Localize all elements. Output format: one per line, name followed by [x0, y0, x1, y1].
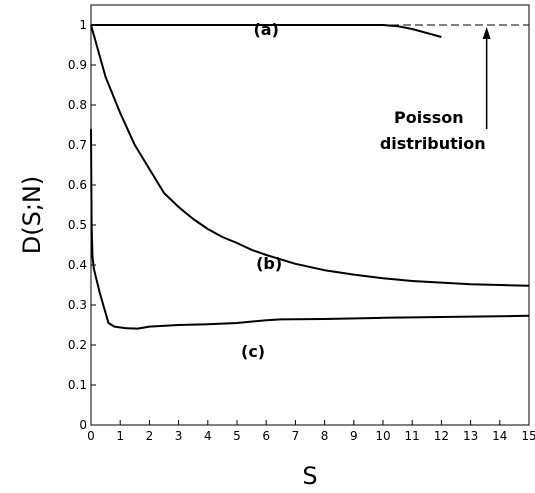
x-axis: 0 1 2 3 4 5 6 7 8 9 10 11 12 13 14 15 [87, 420, 535, 443]
x-tick-label: 7 [292, 429, 300, 443]
annotation-line-1: Poisson [394, 108, 464, 127]
x-tick-label: 9 [350, 429, 358, 443]
x-tick-label: 1 [116, 429, 124, 443]
x-axis-title: S [302, 462, 317, 490]
x-tick-label: 3 [175, 429, 183, 443]
series-c-line [90, 128, 530, 330]
y-tick-label: 0 [79, 418, 87, 432]
x-tick-label: 8 [321, 429, 329, 443]
y-tick-label: 0.6 [68, 178, 87, 192]
curve-labels: (a) (b) (c) [241, 20, 282, 361]
x-tick-label: 14 [492, 429, 507, 443]
y-tick-label: 0.4 [68, 258, 87, 272]
plot-area [90, 4, 530, 426]
curve-label-b: (b) [256, 254, 282, 273]
x-tick-label: 0 [87, 429, 95, 443]
x-tick-label: 10 [375, 429, 390, 443]
y-tick-label: 0.2 [68, 338, 87, 352]
x-tick-label: 6 [262, 429, 270, 443]
y-tick-label: 1 [79, 18, 87, 32]
series-group [90, 24, 530, 330]
y-tick-label: 0.7 [68, 138, 87, 152]
annotation-arrowhead [482, 27, 491, 39]
series-a-line [91, 24, 442, 38]
y-tick-label: 0.5 [68, 218, 87, 232]
y-tick-label: 0.9 [68, 58, 87, 72]
y-tick-label: 0.3 [68, 298, 87, 312]
y-axis: 0 0.1 0.2 0.3 0.4 0.5 0.6 0.7 0.8 0.9 1 [68, 18, 96, 432]
x-tick-label: 2 [146, 429, 154, 443]
annotation-line-2: distribution [380, 134, 486, 153]
x-tick-label: 5 [233, 429, 241, 443]
poisson-annotation: Poisson distribution [380, 27, 491, 153]
curve-label-c: (c) [241, 342, 265, 361]
series-b-line [90, 24, 530, 287]
x-tick-label: 4 [204, 429, 212, 443]
y-tick-label: 0.8 [68, 98, 87, 112]
x-tick-label: 11 [405, 429, 420, 443]
y-tick-label: 0.1 [68, 378, 87, 392]
curve-label-a: (a) [253, 20, 278, 39]
x-tick-label: 12 [434, 429, 449, 443]
x-tick-label: 13 [463, 429, 478, 443]
x-tick-label: 15 [521, 429, 535, 443]
y-axis-title: D(S;N) [18, 176, 46, 254]
